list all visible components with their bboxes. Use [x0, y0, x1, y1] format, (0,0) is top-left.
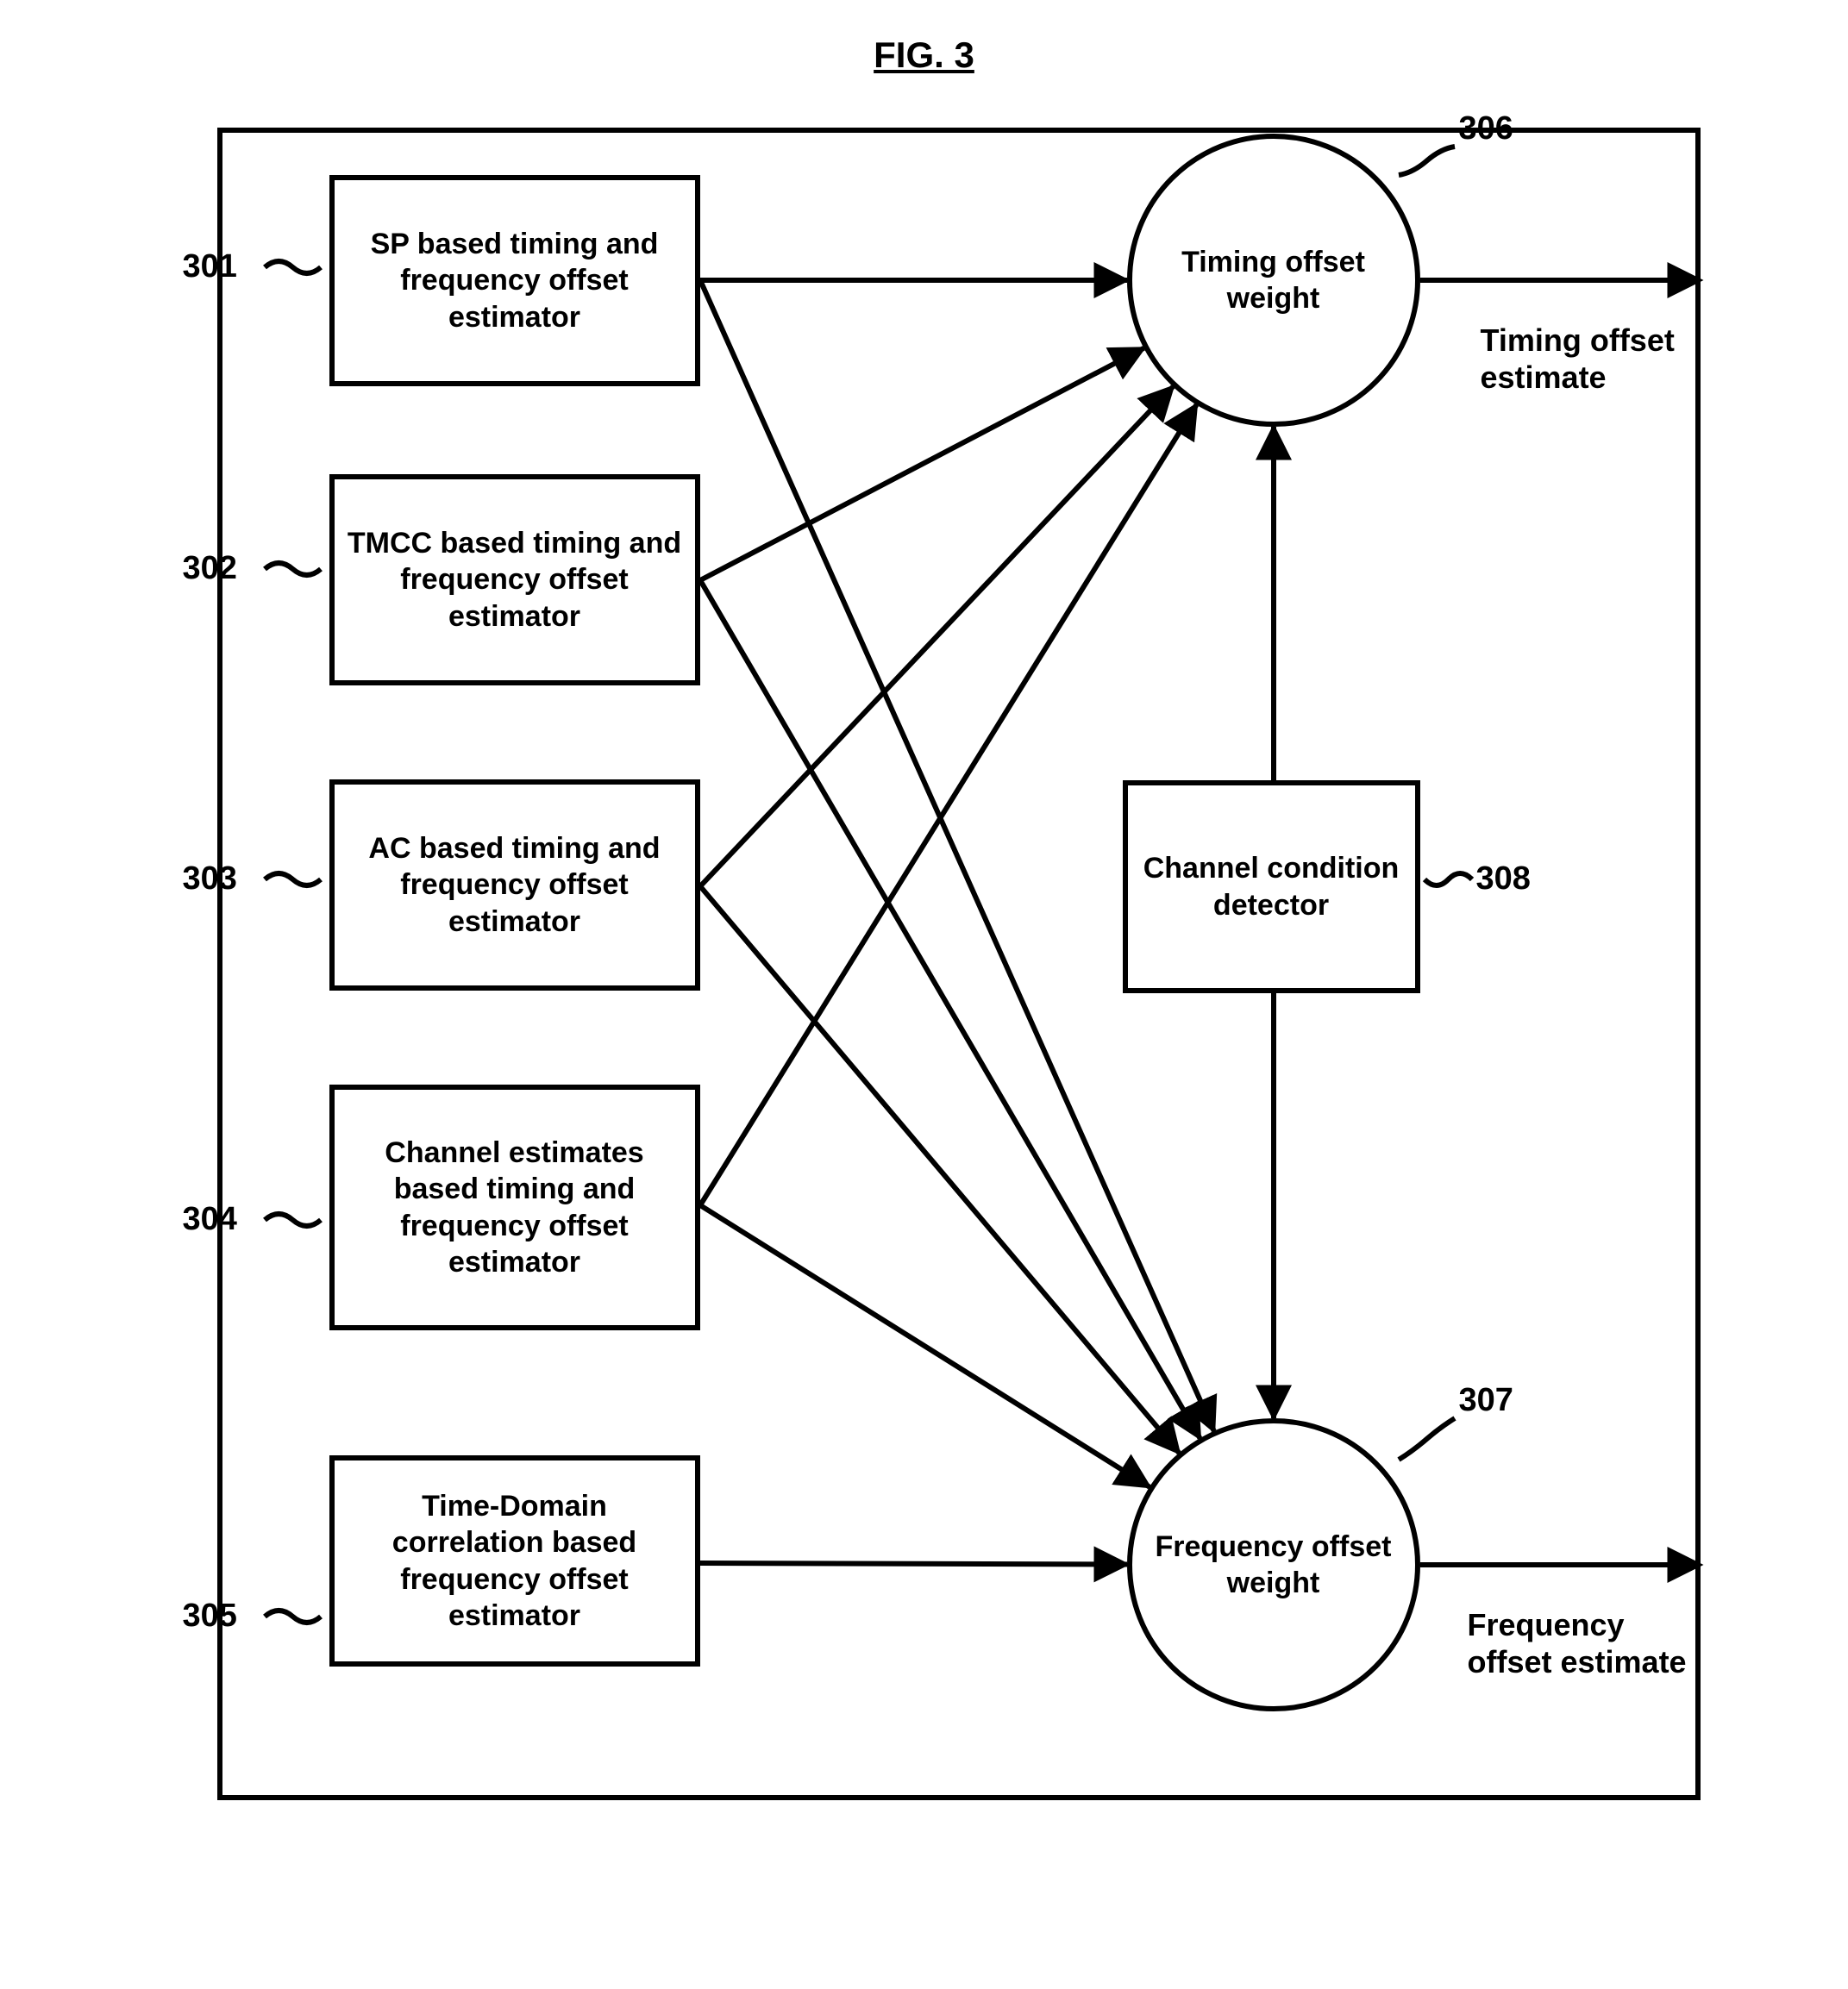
ref-306: 306	[1459, 110, 1513, 147]
estimator-303: AC based timing and frequency offset est…	[329, 779, 700, 991]
output-label-307: Frequency offset estimate	[1468, 1606, 1692, 1680]
output-label-306: Timing offset estimate	[1481, 322, 1705, 396]
weight-307: Frequency offset weight	[1127, 1418, 1420, 1711]
ref-304: 304	[183, 1201, 237, 1238]
estimator-301: SP based timing and frequency offset est…	[329, 175, 700, 386]
diagram: SP based timing and frequency offset est…	[105, 102, 1744, 1826]
estimator-302: TMCC based timing and frequency offset e…	[329, 474, 700, 685]
detector-308: Channel condition detector	[1123, 780, 1420, 993]
ref-303: 303	[183, 860, 237, 898]
ref-308: 308	[1476, 860, 1531, 898]
figure-title: FIG. 3	[34, 34, 1814, 76]
ref-305: 305	[183, 1598, 237, 1635]
ref-307: 307	[1459, 1382, 1513, 1419]
estimator-305: Time-Domain correlation based frequency …	[329, 1455, 700, 1667]
weight-306: Timing offset weight	[1127, 134, 1420, 427]
estimator-304: Channel estimates based timing and frequ…	[329, 1085, 700, 1330]
ref-301: 301	[183, 248, 237, 285]
ref-302: 302	[183, 550, 237, 587]
